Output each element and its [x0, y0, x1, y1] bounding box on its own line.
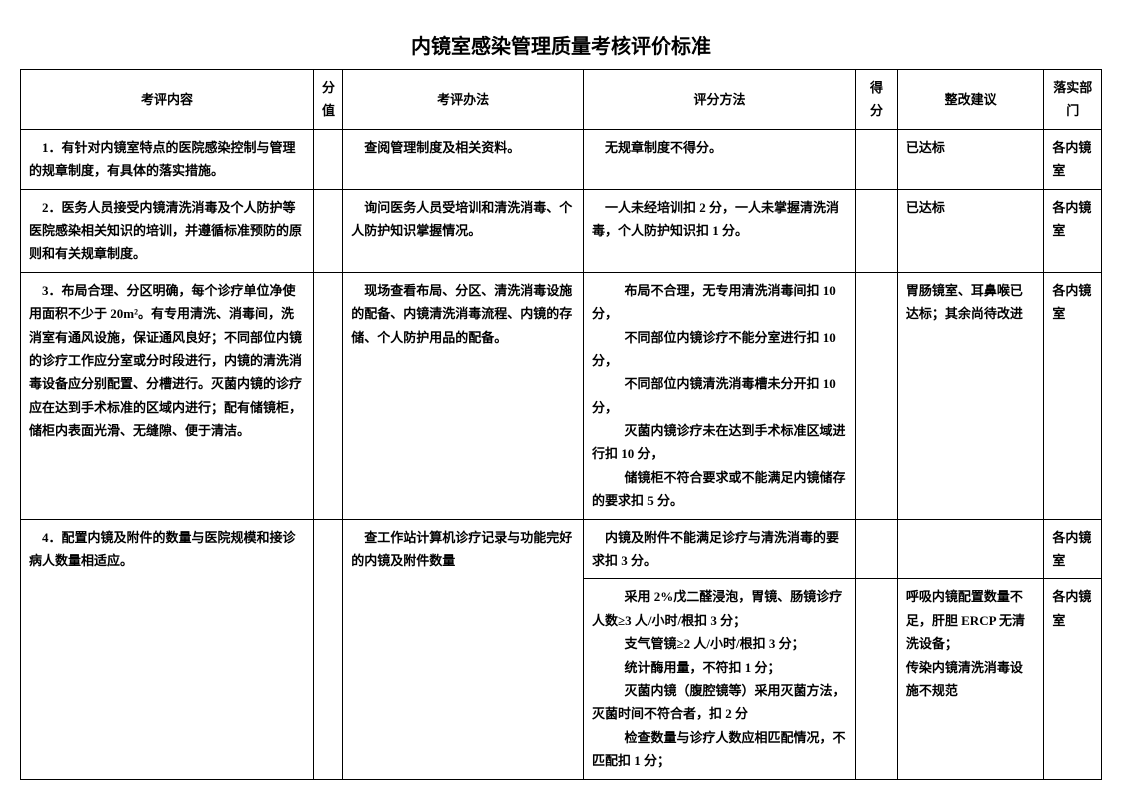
cell-content: 3．布局合理、分区明确，每个诊疗单位净使用面积不少于 20m²。有专用清洗、消毒… — [21, 272, 314, 519]
cell-method: 查阅管理制度及相关资料。 — [343, 129, 584, 189]
cell-dept: 各内镜室 — [1044, 519, 1102, 579]
cell-content: 2．医务人员接受内镜清洗消毒及个人防护等医院感染相关知识的培训，并遵循标准预防的… — [21, 189, 314, 272]
header-method: 考评办法 — [343, 70, 584, 130]
cell-scoring: 内镜及附件不能满足诊疗与清洗消毒的要求扣 3 分。 — [583, 519, 855, 579]
cell-scoring: 采用 2%戊二醛浸泡，胃镜、肠镜诊疗人数≥3 人/小时/根扣 3 分； 支气管镜… — [583, 579, 855, 779]
scoring-line: 检查数量与诊疗人数应相匹配情况，不匹配扣 1 分； — [592, 726, 847, 773]
cell-scoring: 无规章制度不得分。 — [583, 129, 855, 189]
scoring-line: 不同部位内镜清洗消毒槽未分开扣 10 分， — [592, 372, 847, 419]
cell-dept: 各内镜室 — [1044, 579, 1102, 779]
header-dept: 落实部门 — [1044, 70, 1102, 130]
cell-scoring: 一人未经培训扣 2 分，一人未掌握清洗消毒，个人防护知识扣 1 分。 — [583, 189, 855, 272]
table-row: 3．布局合理、分区明确，每个诊疗单位净使用面积不少于 20m²。有专用清洗、消毒… — [21, 272, 1102, 519]
header-score: 得分 — [856, 70, 898, 130]
cell-method: 询问医务人员受培训和清洗消毒、个人防护知识掌握情况。 — [343, 189, 584, 272]
header-suggestion: 整改建议 — [897, 70, 1044, 130]
header-content: 考评内容 — [21, 70, 314, 130]
cell-score — [856, 272, 898, 519]
cell-score-value — [314, 519, 343, 779]
header-score-value: 分值 — [314, 70, 343, 130]
cell-suggestion — [897, 519, 1044, 579]
cell-suggestion: 胃肠镜室、耳鼻喉已达标；其余尚待改进 — [897, 272, 1044, 519]
cell-score-value — [314, 272, 343, 519]
cell-method: 现场查看布局、分区、清洗消毒设施的配备、内镜清洗消毒流程、内镜的存储、个人防护用… — [343, 272, 584, 519]
cell-score — [856, 579, 898, 779]
table-row: 2．医务人员接受内镜清洗消毒及个人防护等医院感染相关知识的培训，并遵循标准预防的… — [21, 189, 1102, 272]
table-row: 4．配置内镜及附件的数量与医院规模和接诊病人数量相适应。 查工作站计算机诊疗记录… — [21, 519, 1102, 579]
cell-content: 1．有针对内镜室特点的医院感染控制与管理的规章制度，有具体的落实措施。 — [21, 129, 314, 189]
page-title: 内镜室感染管理质量考核评价标准 — [20, 30, 1102, 59]
cell-dept: 各内镜室 — [1044, 189, 1102, 272]
table-row: 1．有针对内镜室特点的医院感染控制与管理的规章制度，有具体的落实措施。 查阅管理… — [21, 129, 1102, 189]
scoring-line: 布局不合理，无专用清洗消毒间扣 10 分， — [592, 279, 847, 326]
cell-dept: 各内镜室 — [1044, 272, 1102, 519]
cell-dept: 各内镜室 — [1044, 129, 1102, 189]
cell-suggestion: 已达标 — [897, 129, 1044, 189]
scoring-line: 统计酶用量，不符扣 1 分； — [592, 656, 847, 679]
cell-suggestion: 呼吸内镜配置数量不足，肝胆 ERCP 无清洗设备； 传染内镜清洗消毒设施不规范 — [897, 579, 1044, 779]
cell-score — [856, 519, 898, 579]
cell-score-value — [314, 129, 343, 189]
scoring-line: 不同部位内镜诊疗不能分室进行扣 10 分， — [592, 326, 847, 373]
table-header-row: 考评内容 分值 考评办法 评分方法 得分 整改建议 落实部门 — [21, 70, 1102, 130]
cell-score — [856, 129, 898, 189]
scoring-line: 灭菌内镜（腹腔镜等）采用灭菌方法，灭菌时间不符合者，扣 2 分 — [592, 679, 847, 726]
evaluation-table: 考评内容 分值 考评办法 评分方法 得分 整改建议 落实部门 1．有针对内镜室特… — [20, 69, 1102, 780]
cell-method: 查工作站计算机诊疗记录与功能完好的内镜及附件数量 — [343, 519, 584, 779]
cell-score — [856, 189, 898, 272]
cell-suggestion: 已达标 — [897, 189, 1044, 272]
cell-content: 4．配置内镜及附件的数量与医院规模和接诊病人数量相适应。 — [21, 519, 314, 779]
scoring-line: 储镜柜不符合要求或不能满足内镜储存的要求扣 5 分。 — [592, 466, 847, 513]
scoring-line: 灭菌内镜诊疗未在达到手术标准区域进行扣 10 分， — [592, 419, 847, 466]
scoring-line: 支气管镜≥2 人/小时/根扣 3 分； — [592, 632, 847, 655]
header-scoring: 评分方法 — [583, 70, 855, 130]
cell-scoring: 布局不合理，无专用清洗消毒间扣 10 分， 不同部位内镜诊疗不能分室进行扣 10… — [583, 272, 855, 519]
scoring-line: 采用 2%戊二醛浸泡，胃镜、肠镜诊疗人数≥3 人/小时/根扣 3 分； — [592, 585, 847, 632]
cell-score-value — [314, 189, 343, 272]
